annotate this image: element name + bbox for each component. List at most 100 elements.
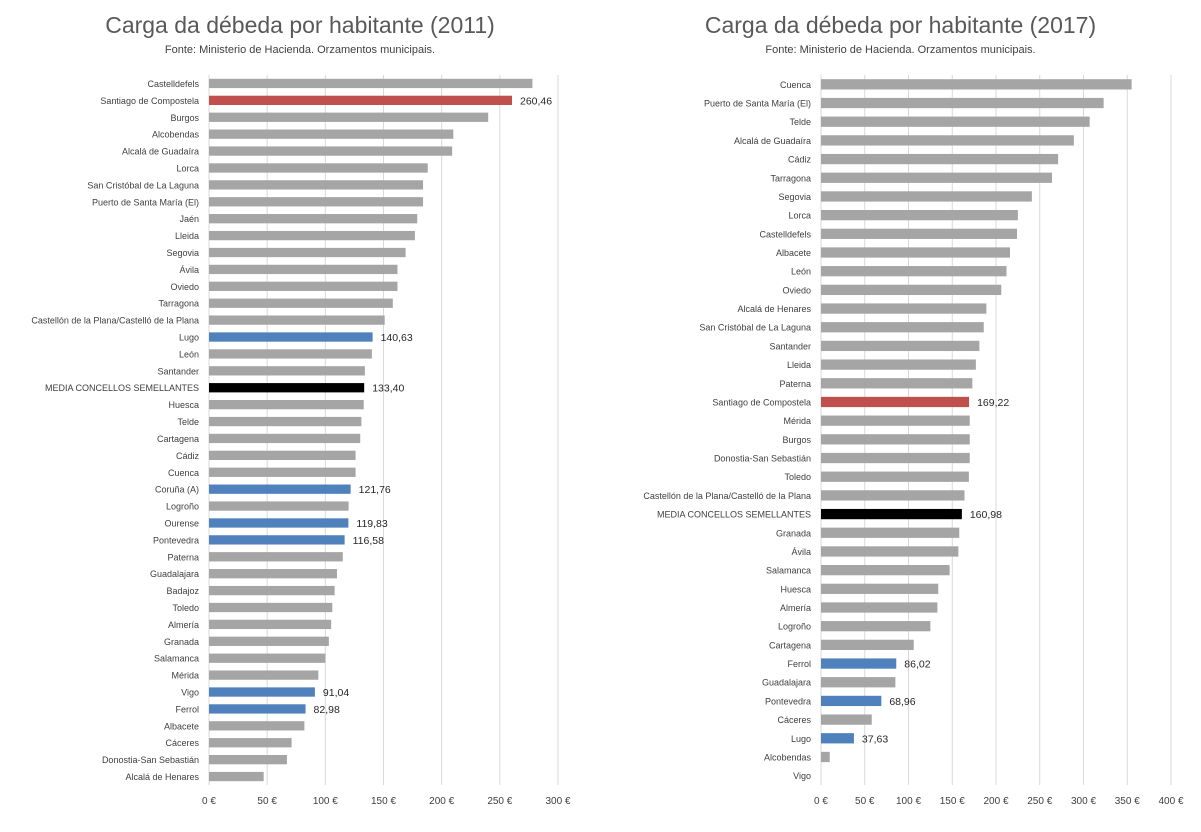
bar — [209, 78, 533, 89]
bar — [821, 490, 965, 501]
category-label: Lorca — [788, 211, 811, 221]
bar — [209, 771, 264, 782]
bar — [209, 518, 349, 528]
x-tick-label: 50 € — [855, 796, 875, 807]
bar — [209, 738, 292, 748]
bar — [821, 191, 1032, 202]
x-tick-label: 200 € — [983, 796, 1008, 807]
bar — [821, 733, 854, 744]
category-label: Lorca — [176, 163, 199, 173]
bar — [209, 399, 364, 410]
category-label: Paterna — [779, 379, 811, 389]
bar — [209, 197, 424, 207]
bar — [821, 621, 931, 632]
bar — [209, 230, 415, 241]
category-label: Granada — [776, 528, 811, 538]
category-label: Segovia — [778, 192, 811, 202]
bar — [821, 378, 973, 389]
bar — [209, 315, 385, 325]
category-label: Salamanca — [766, 566, 811, 576]
x-tick-label: 0 € — [814, 796, 828, 807]
data-label: 121,76 — [359, 484, 391, 496]
bar — [209, 552, 343, 562]
bar — [209, 585, 335, 596]
category-label: Pontevedra — [765, 696, 811, 706]
x-tick-label: 350 € — [1115, 796, 1140, 807]
category-label: León — [791, 267, 811, 277]
category-label: Toledo — [784, 472, 811, 482]
category-label: Cádiz — [176, 451, 200, 461]
bar — [209, 416, 362, 427]
category-label: Ávila — [791, 547, 811, 557]
x-tick-label: 150 € — [940, 796, 965, 807]
category-label: Cáceres — [165, 738, 199, 748]
data-label: 82,98 — [314, 704, 340, 716]
category-label: Alcalá de Henares — [737, 304, 811, 314]
category-label: Ferrol — [175, 704, 199, 714]
category-label: MEDIA CONCELLOS SEMELLANTES — [657, 510, 811, 520]
bar — [821, 583, 939, 594]
bar — [209, 129, 454, 139]
bar — [209, 112, 489, 122]
category-label: Segovia — [166, 248, 199, 258]
category-label: Tarragona — [158, 299, 199, 309]
bar — [209, 163, 428, 173]
bar — [821, 266, 1007, 277]
x-tick-label: 50 € — [257, 796, 277, 807]
bar — [209, 619, 332, 630]
chart-2017: Carga da débeda por habitante (2017) Fon… — [600, 0, 1201, 832]
bar — [821, 714, 872, 725]
category-label: Santander — [157, 366, 199, 376]
category-label: Logroño — [778, 622, 811, 632]
bar — [821, 340, 980, 352]
category-label: Oviedo — [170, 282, 199, 292]
category-label: Vigo — [181, 688, 199, 698]
bar — [821, 116, 1090, 127]
bar-plot-2011: 0 € 50 € 100 € 150 € 200 € 250 € 300 € Castelld… — [31, 75, 571, 807]
bar — [821, 322, 984, 333]
bar — [821, 564, 950, 576]
category-label: Logroño — [166, 502, 199, 512]
x-tick-label: 400 € — [1158, 796, 1183, 807]
category-label: Vigo — [793, 771, 811, 781]
data-label: 86,02 — [904, 659, 930, 671]
bar — [209, 670, 319, 680]
data-label: 119,83 — [356, 518, 387, 530]
bar — [821, 228, 1017, 239]
bar — [209, 653, 326, 663]
category-label: Telde — [789, 117, 811, 127]
data-label: 260,46 — [520, 95, 552, 107]
bar — [821, 677, 896, 688]
category-label: Castellón de la Plana/Castelló de la Pla… — [31, 316, 199, 326]
bar — [209, 754, 287, 765]
bar — [209, 332, 373, 342]
bar — [209, 349, 372, 359]
category-label: Burgos — [170, 113, 199, 123]
category-label: Alcobendas — [764, 752, 812, 762]
category-label: Guadalajara — [150, 569, 199, 579]
category-label: Cuenca — [168, 468, 199, 478]
category-label: Huesca — [168, 400, 199, 410]
bar — [209, 298, 393, 308]
data-label: 140,63 — [381, 332, 413, 344]
category-label: Lleida — [787, 360, 811, 370]
category-label: Santiago de Compostela — [100, 96, 199, 106]
category-label: Granada — [164, 637, 199, 647]
bar — [821, 508, 962, 520]
bar — [821, 396, 970, 408]
category-label: Castellón de la Plana/Castelló de la Pla… — [643, 491, 811, 501]
category-label: Toledo — [172, 603, 199, 613]
category-label: Puerto de Santa María (El) — [92, 197, 199, 207]
bar — [209, 433, 361, 444]
chart-subtitle: Fonte: Ministerio de Hacienda. Orzamento… — [164, 44, 436, 56]
bar — [821, 97, 1104, 109]
category-label: Puerto de Santa María (El) — [704, 99, 811, 109]
bar — [209, 687, 315, 697]
category-label: Paterna — [167, 552, 199, 562]
bar — [209, 602, 333, 613]
bar — [821, 602, 938, 613]
bar-plot-2017: 0 € 50 € 100 € 150 € 200 € 250 € 300 € 350 € 400… — [643, 75, 1184, 807]
bar — [209, 383, 365, 393]
category-label: Lleida — [175, 231, 199, 241]
bar — [209, 484, 351, 494]
